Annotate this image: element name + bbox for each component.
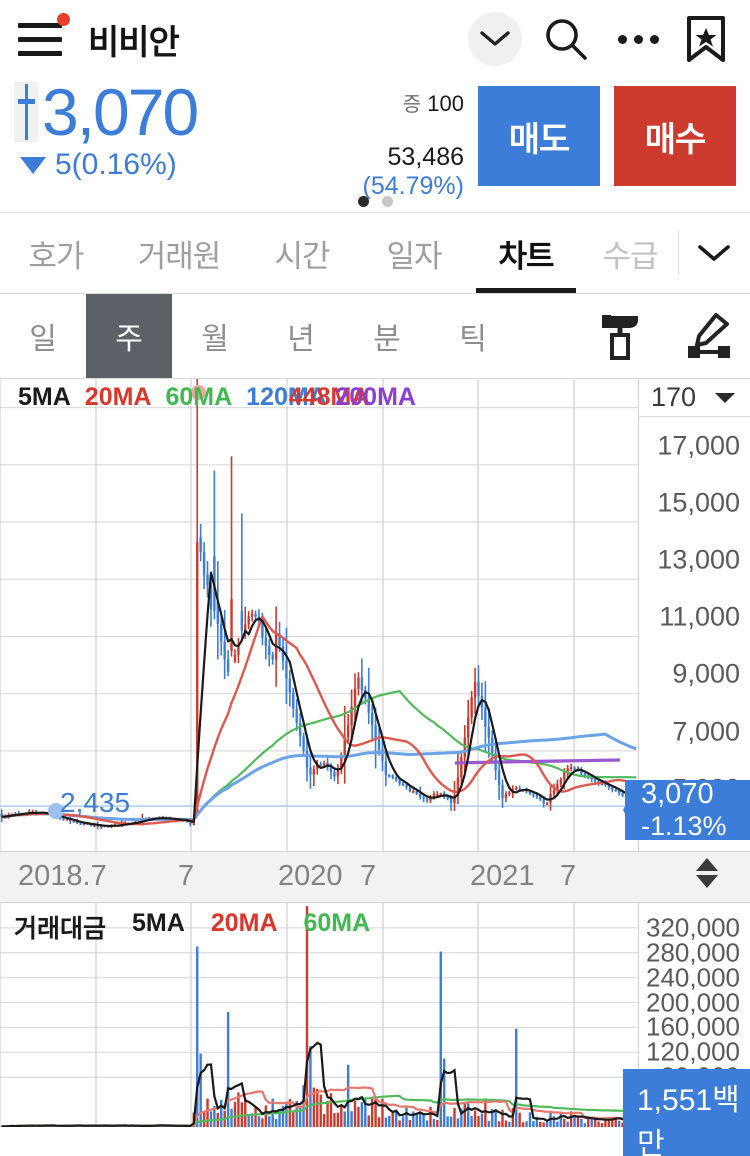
period-year[interactable]: 년	[287, 323, 315, 356]
y-scale-value: 170	[651, 382, 697, 412]
tab-chart[interactable]: 차트	[470, 213, 582, 293]
volume-y-tick: 120,000	[646, 1036, 740, 1067]
period-week[interactable]: 주	[86, 294, 172, 378]
volume-percent: (54.79%)	[362, 172, 464, 200]
price-y-tick: 11,000	[659, 601, 740, 632]
price-block: 3,070 5(0.16%)	[14, 75, 199, 182]
margin-label: 증	[402, 94, 422, 116]
price-y-tick: 9,000	[672, 658, 740, 689]
page-indicator	[0, 190, 750, 212]
change-down-icon	[20, 156, 46, 174]
current-price-badge: 3,070 -1.13%	[625, 778, 750, 841]
period-day[interactable]: 일	[29, 323, 57, 356]
x-tick: 2018.7	[18, 860, 107, 892]
volume-y-tick: 200,000	[646, 987, 740, 1018]
candle-indicator-icon	[14, 82, 38, 142]
indicator-settings-icon[interactable]	[578, 294, 664, 378]
price-plot[interactable]: 5MA 20MA 60MA 120MA 448MA 200MA 2,435	[0, 379, 638, 851]
arrow-up-icon[interactable]	[696, 858, 718, 871]
page-dot-2[interactable]	[381, 195, 393, 207]
drawing-tool-icon[interactable]	[664, 294, 750, 378]
x-tick: 2020	[278, 860, 343, 892]
sell-button[interactable]: 매도	[478, 86, 600, 186]
volume-value: 53,486	[387, 143, 464, 171]
quote-stats: 증 100 53,486 (54.79%)	[197, 80, 478, 200]
margin-value: 100	[427, 91, 464, 116]
volume-y-axis: 320,000 280,000 240,000 200,000 160,000 120,0…	[623, 903, 750, 1156]
tab-hoga[interactable]: 호가	[28, 238, 84, 274]
volume-chart-panel[interactable]: 거래대금 5MA 20MA 60MA 320,000 280,000 240,000…	[0, 903, 750, 1156]
price-chart-panel[interactable]: 5MA 20MA 60MA 120MA 448MA 200MA 2,435 17…	[0, 379, 750, 851]
x-tick: 7	[178, 860, 195, 892]
tab-supply-demand[interactable]: 수급	[582, 213, 678, 293]
price-y-tick: 17,000	[657, 430, 740, 461]
chevron-down-icon[interactable]	[468, 12, 522, 66]
low-price-label: 2,435	[60, 787, 131, 818]
volume-y-tick: 160,000	[646, 1011, 740, 1042]
period-minute[interactable]: 분	[373, 323, 401, 356]
period-month[interactable]: 월	[201, 323, 229, 356]
volume-bars	[0, 903, 638, 1127]
current-price: 3,070	[42, 75, 199, 149]
search-icon[interactable]	[540, 13, 592, 65]
x-axis[interactable]: 2018.7 7 2020 7 2021 7	[0, 851, 750, 903]
hamburger-icon[interactable]	[18, 13, 74, 63]
y-scale-chevron-down-icon[interactable]	[714, 391, 736, 405]
x-tick: 7	[360, 860, 377, 892]
volume-y-tick: 320,000	[646, 912, 740, 943]
y-scale-setting[interactable]: 170	[639, 379, 750, 417]
page-dot-1[interactable]	[357, 195, 369, 207]
quote-bar: 3,070 5(0.16%) 증 100 53,486 (54.79%) 매도 …	[0, 75, 750, 200]
trade-buttons: 매도 매수	[478, 80, 736, 186]
margin-rate: 증 100	[403, 88, 464, 117]
chart-area[interactable]: 5MA 20MA 60MA 120MA 448MA 200MA 2,435 17…	[0, 379, 750, 1156]
bookmark-star-icon[interactable]	[680, 13, 732, 65]
axis-scale-stepper[interactable]	[696, 858, 718, 888]
tab-supply-demand-label: 수급	[602, 238, 658, 274]
buy-button[interactable]: 매수	[614, 86, 736, 186]
x-tick: 7	[560, 860, 577, 892]
badge-percent: -1.13%	[641, 811, 727, 841]
price-y-tick: 7,000	[672, 716, 740, 747]
tab-time[interactable]: 시간	[274, 238, 330, 274]
volume-plot[interactable]: 거래대금 5MA 20MA 60MA	[0, 903, 638, 1156]
period-bar: 일 주 월 년 분 틱	[0, 294, 750, 379]
low-point-marker	[48, 803, 64, 819]
price-change: 5(0.16%)	[55, 148, 177, 181]
tab-date[interactable]: 일자	[386, 238, 442, 274]
volume-y-tick: 280,000	[646, 937, 740, 968]
period-spacer	[516, 294, 578, 378]
price-y-axis[interactable]: 170 17,00015,00013,00011,0009,0007,0005,…	[623, 379, 750, 851]
period-tick[interactable]: 틱	[459, 323, 487, 356]
badge-price: 3,070	[641, 778, 714, 810]
page-title: 비비안	[88, 23, 180, 62]
tab-broker[interactable]: 거래원	[137, 238, 222, 274]
more-icon[interactable]	[612, 13, 664, 65]
notification-dot	[57, 13, 70, 26]
tab-divider	[678, 231, 679, 275]
top-bar: 비비안	[0, 0, 750, 78]
volume-current-badge: 1,551백만	[623, 1069, 750, 1156]
main-tabs: 호가 거래원 시간 일자 차트 수급	[0, 212, 750, 294]
volume-y-tick: 240,000	[646, 962, 740, 993]
price-candles	[0, 379, 638, 851]
price-y-tick: 13,000	[657, 544, 740, 575]
price-y-tick: 15,000	[657, 487, 740, 518]
tabs-expand-chevron-icon[interactable]	[679, 213, 750, 293]
arrow-down-icon[interactable]	[696, 875, 718, 888]
x-tick: 2021	[470, 860, 535, 892]
high-point-marker	[191, 385, 206, 400]
